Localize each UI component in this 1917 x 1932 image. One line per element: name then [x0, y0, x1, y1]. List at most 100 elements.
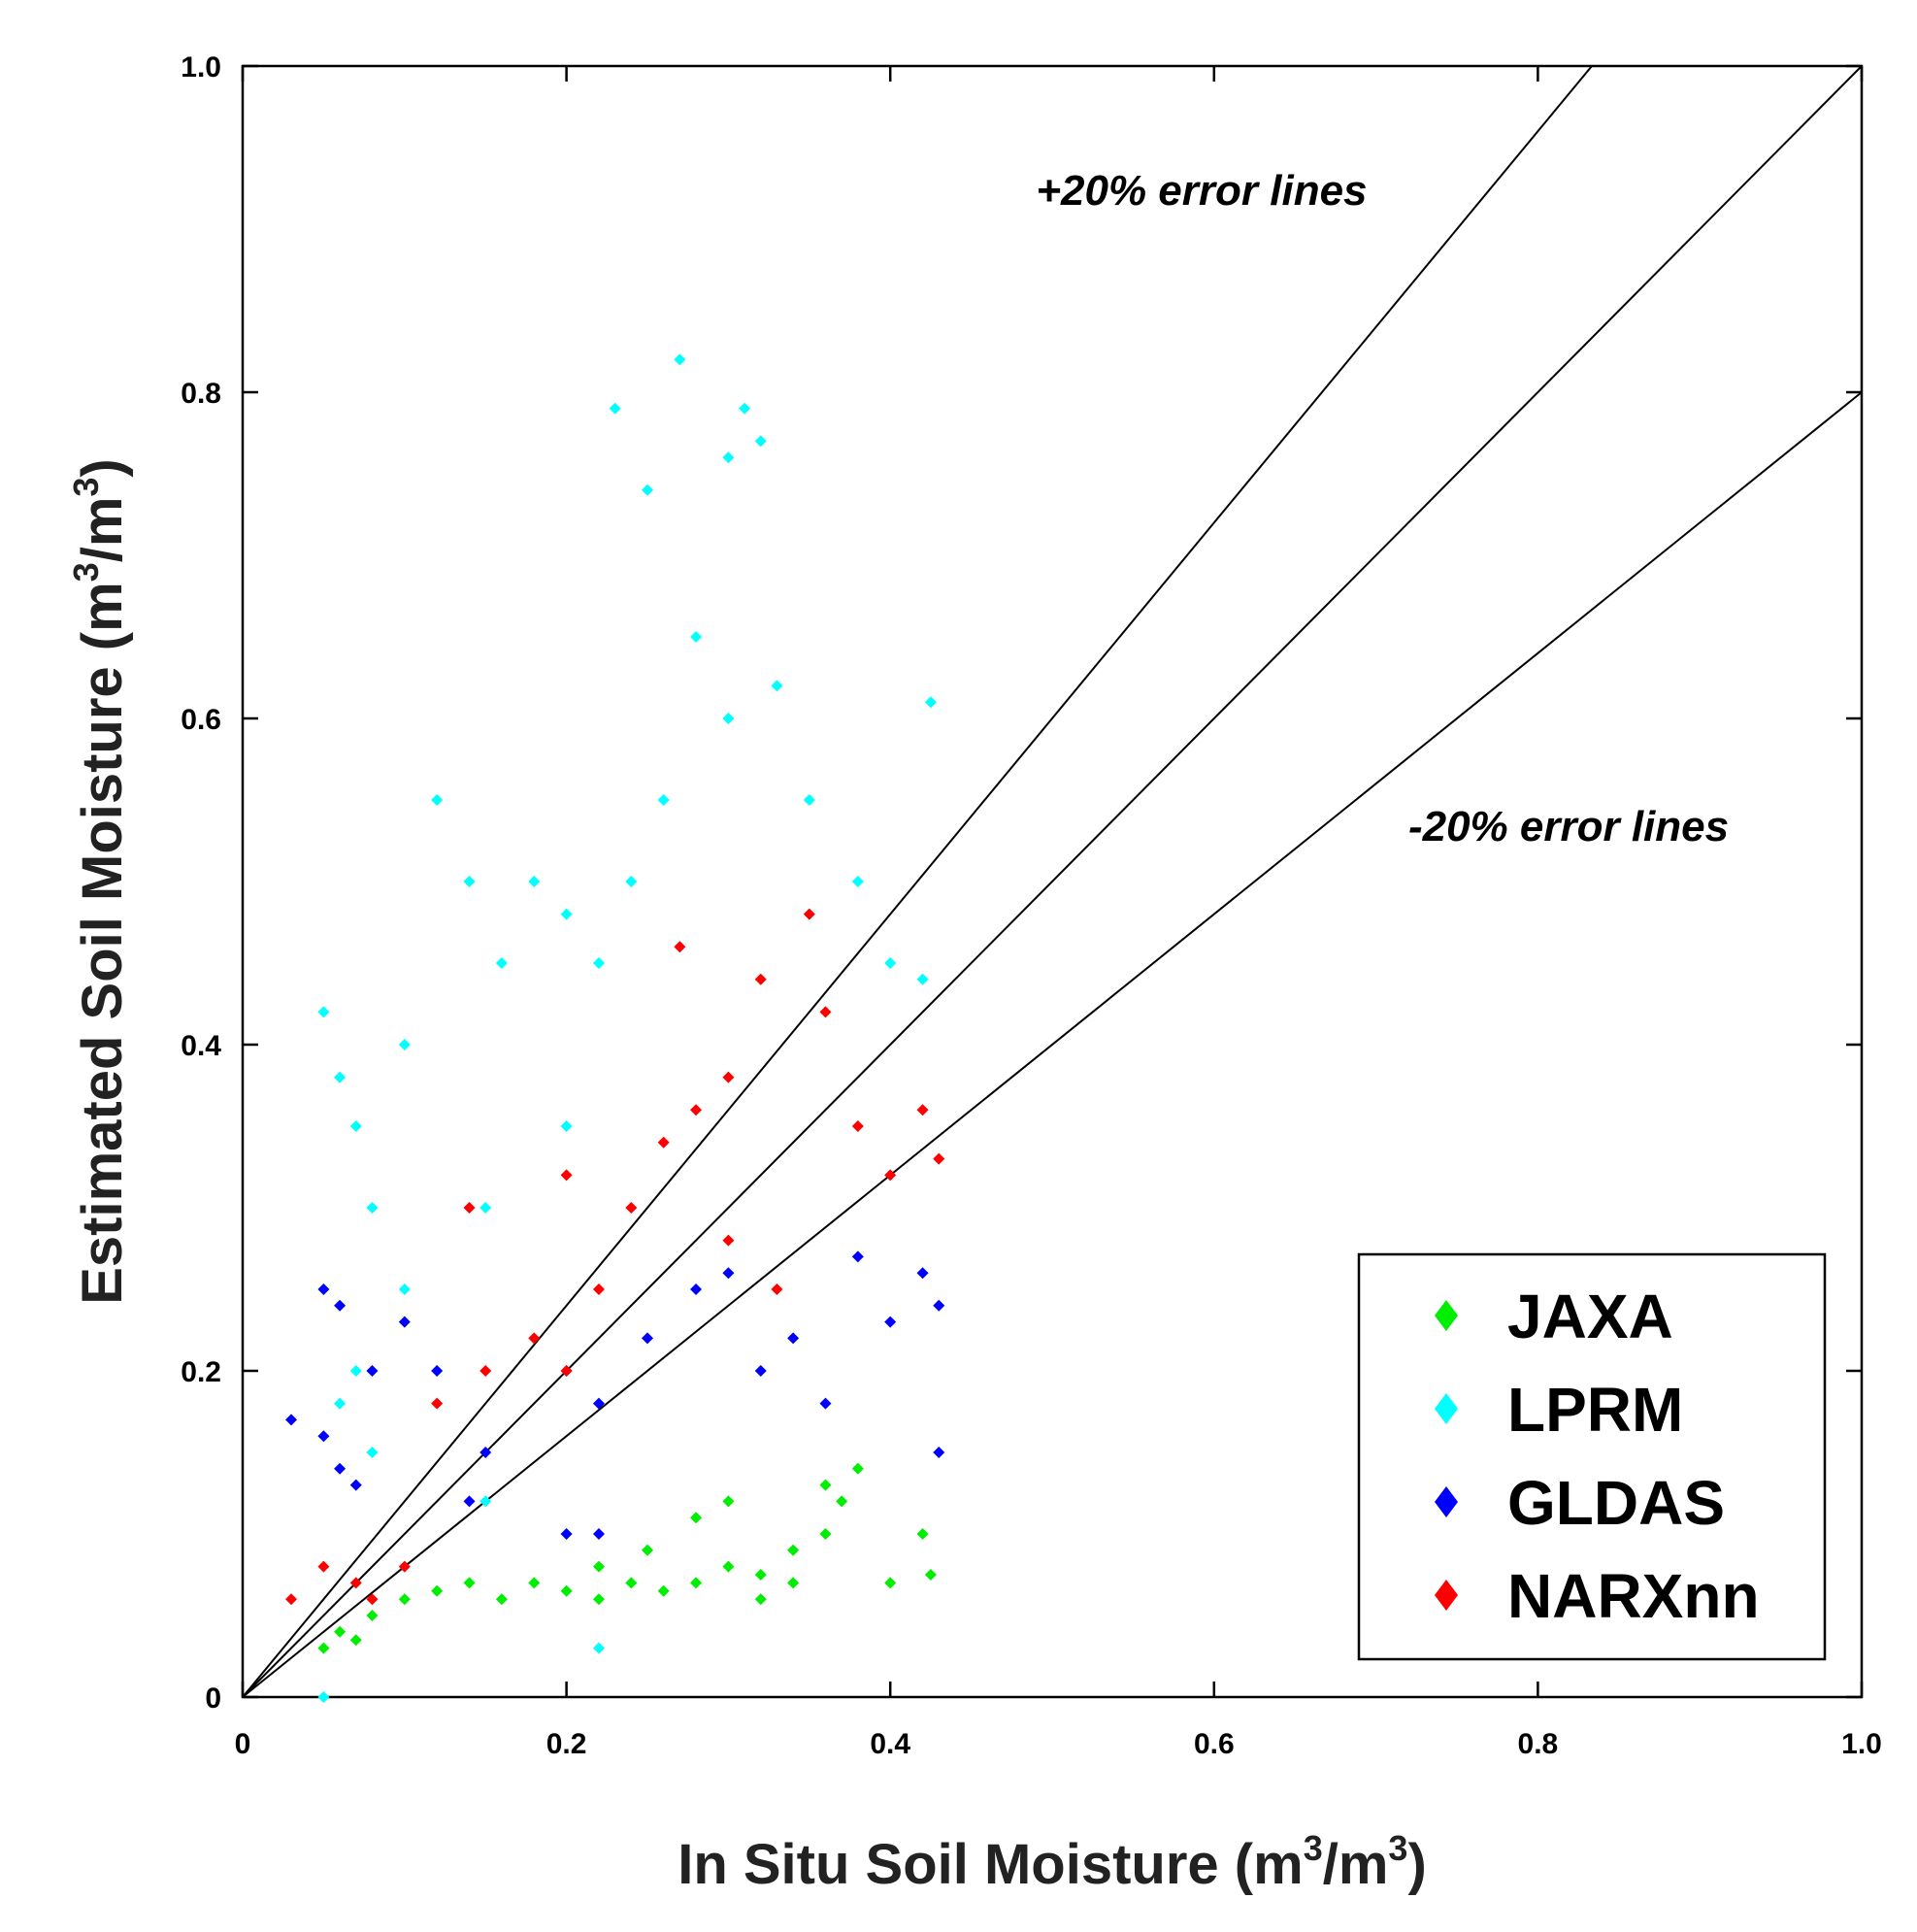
data-point	[334, 1462, 347, 1475]
data-point	[819, 1528, 832, 1540]
legend-label-lprm: LPRM	[1507, 1375, 1683, 1445]
data-point	[642, 483, 653, 496]
data-point	[851, 1250, 864, 1263]
data-point	[431, 1584, 444, 1597]
data-point	[398, 1283, 411, 1295]
data-point	[739, 402, 751, 415]
y-tick-label: 0.2	[181, 1356, 221, 1388]
data-point	[528, 1577, 541, 1589]
data-point	[366, 1593, 379, 1606]
data-point	[560, 1365, 573, 1377]
data-point	[657, 1584, 670, 1597]
axis-ticks	[241, 64, 1864, 1699]
data-point	[592, 1283, 605, 1295]
y-tick-label: 0	[205, 1682, 221, 1715]
upper-error-line	[242, 65, 1593, 1698]
data-point	[431, 1397, 444, 1410]
data-point	[560, 1584, 573, 1597]
data-point	[528, 876, 541, 887]
data-point	[722, 1071, 735, 1083]
upper-error-annotation: +20% error lines	[1036, 167, 1367, 215]
one-to-one-line	[242, 65, 1863, 1698]
legend-marker-jaxa	[1435, 1300, 1458, 1331]
data-point	[722, 1495, 735, 1508]
lower-error-annotation: -20% error lines	[1408, 803, 1729, 850]
data-point	[528, 1332, 541, 1345]
data-point	[787, 1544, 800, 1556]
x-tick-label: 0.8	[1518, 1728, 1559, 1760]
data-point	[479, 1447, 492, 1458]
data-point	[722, 1560, 735, 1573]
data-point	[398, 1560, 411, 1573]
data-point	[317, 1283, 330, 1295]
data-point	[334, 1397, 347, 1410]
data-point	[690, 1512, 703, 1524]
data-point	[317, 1006, 330, 1018]
data-point	[674, 941, 686, 953]
reference-lines	[242, 65, 1863, 1698]
data-point	[884, 957, 897, 969]
data-point	[674, 353, 686, 366]
data-point	[625, 1577, 638, 1589]
data-point	[625, 1202, 638, 1214]
data-point	[495, 957, 508, 969]
data-point	[690, 631, 703, 643]
data-point	[398, 1593, 411, 1606]
data-point	[916, 1267, 929, 1280]
data-points	[285, 353, 945, 1703]
data-point	[754, 973, 767, 985]
legend-label-gldas: GLDAS	[1507, 1468, 1725, 1538]
legend-marker-narxnn	[1435, 1580, 1458, 1611]
legend-label-jaxa: JAXA	[1507, 1282, 1673, 1351]
data-point	[334, 1071, 347, 1083]
data-point	[366, 1202, 379, 1214]
data-point	[754, 1569, 767, 1581]
data-point	[495, 1593, 508, 1606]
data-point	[334, 1625, 347, 1638]
data-point	[285, 1414, 298, 1426]
data-point	[349, 1120, 362, 1132]
data-point	[479, 1365, 492, 1377]
data-point	[722, 1267, 735, 1280]
data-point	[285, 1593, 298, 1606]
data-point	[463, 1202, 476, 1214]
data-point	[398, 1039, 411, 1050]
legend-label-narxnn: NARXnn	[1507, 1561, 1760, 1631]
data-point	[754, 1365, 767, 1377]
tick-labels: 0 0.2 0.4 0.6 0.8 1.0 0 0.2 0.4 0.6 0.8 1.0	[181, 51, 1882, 1760]
data-point	[349, 1577, 362, 1589]
data-point	[560, 1120, 573, 1132]
data-point	[851, 1462, 864, 1475]
x-tick-label: 0.6	[1194, 1728, 1235, 1760]
data-point	[819, 1397, 832, 1410]
data-point	[851, 1120, 864, 1132]
x-axis-title: In Situ Soil Moisture (m3/m3)	[678, 1828, 1427, 1896]
data-point	[463, 1577, 476, 1589]
data-point	[657, 794, 670, 806]
data-point	[657, 1136, 670, 1149]
data-point	[592, 957, 605, 969]
data-point	[933, 1299, 945, 1312]
data-point	[592, 1593, 605, 1606]
x-tick-label: 1.0	[1841, 1728, 1882, 1760]
data-point	[771, 680, 783, 692]
data-point	[754, 435, 767, 448]
data-point	[884, 1577, 897, 1589]
data-point	[398, 1316, 411, 1328]
data-point	[771, 1283, 783, 1295]
data-point	[592, 1397, 605, 1410]
data-point	[916, 973, 929, 985]
data-point	[463, 1495, 476, 1508]
data-point	[560, 1528, 573, 1540]
data-point	[366, 1447, 379, 1458]
y-tick-label: 0.8	[181, 378, 221, 410]
data-point	[431, 1365, 444, 1377]
data-point	[431, 794, 444, 806]
y-tick-label: 0.6	[181, 704, 221, 736]
data-point	[349, 1634, 362, 1647]
data-point	[722, 713, 735, 724]
data-point	[334, 1299, 347, 1312]
data-point	[836, 1495, 848, 1508]
y-tick-label: 1.0	[181, 51, 221, 83]
x-tick-label: 0.4	[870, 1728, 910, 1760]
